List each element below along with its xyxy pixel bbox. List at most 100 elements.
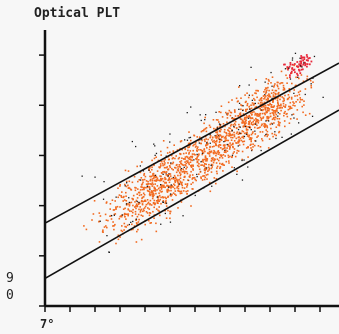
scatter-point	[290, 133, 292, 135]
scatter-point	[288, 65, 291, 68]
scatter-point	[255, 117, 257, 120]
scatter-point	[265, 95, 267, 97]
scatter-point	[203, 168, 206, 171]
scatter-point	[183, 176, 186, 178]
scatter-point	[278, 124, 281, 126]
scatter-point	[249, 116, 252, 119]
scatter-point	[202, 129, 205, 132]
scatter-point	[186, 156, 189, 159]
scatter-point	[123, 229, 125, 231]
scatter-point	[259, 146, 262, 148]
scatter-point	[204, 116, 206, 119]
scatter-point	[283, 98, 285, 100]
scatter-point	[170, 154, 173, 157]
scatter-point	[128, 205, 131, 207]
scatter-point	[227, 156, 230, 159]
scatter-point	[174, 193, 176, 195]
scatter-point	[288, 96, 291, 99]
scatter-point	[137, 188, 139, 190]
scatter-point	[286, 82, 288, 84]
scatter-point	[176, 178, 178, 181]
scatter-point	[295, 101, 297, 103]
scatter-point	[146, 212, 149, 214]
scatter-point	[269, 112, 272, 115]
scatter-point	[214, 152, 217, 154]
scatter-point	[140, 186, 142, 188]
scatter-point	[292, 113, 295, 115]
scatter-point	[176, 185, 179, 188]
scatter-point	[196, 161, 199, 163]
scatter-point	[153, 164, 155, 167]
scatter-point	[120, 229, 123, 232]
scatter-point	[170, 162, 172, 164]
scatter-point	[233, 125, 235, 128]
scatter-point	[141, 179, 144, 181]
scatter-point	[257, 102, 260, 105]
scatter-point	[251, 102, 254, 104]
scatter-point	[241, 122, 243, 124]
scatter-point	[224, 144, 226, 146]
scatter-point	[218, 123, 221, 125]
scatter-point	[271, 109, 273, 111]
scatter-point	[167, 162, 169, 164]
scatter-point	[198, 173, 200, 175]
scatter-point	[247, 166, 249, 168]
scatter-point	[275, 134, 277, 137]
scatter-point	[303, 100, 305, 102]
scatter-point	[268, 89, 270, 92]
scatter-point	[274, 131, 276, 133]
scatter-point	[265, 133, 268, 135]
scatter-point	[234, 110, 236, 112]
scatter-point	[215, 137, 217, 139]
scatter-point	[186, 166, 188, 169]
scatter-point	[187, 179, 189, 181]
scatter-point	[215, 152, 218, 155]
scatter-point	[146, 185, 148, 187]
scatter-point	[177, 170, 180, 172]
scatter-point	[243, 140, 246, 143]
scatter-point	[259, 99, 261, 102]
scatter-point	[276, 99, 279, 101]
scatter-point	[231, 142, 234, 145]
scatter-point	[294, 85, 297, 87]
scatter-point	[125, 195, 127, 197]
scatter-point	[173, 184, 176, 187]
scatter-point	[277, 101, 279, 103]
scatter-point	[264, 126, 266, 129]
scatter-point	[236, 149, 239, 152]
scatter-point	[305, 54, 308, 56]
scatter-point	[224, 150, 226, 153]
scatter-point	[277, 93, 280, 95]
scatter-point	[268, 104, 270, 107]
scatter-point	[278, 107, 281, 109]
scatter-point	[135, 199, 138, 202]
scatter-point	[125, 203, 128, 205]
scatter-point	[170, 189, 172, 192]
scatter-point	[114, 200, 116, 202]
scatter-point	[150, 191, 153, 194]
scatter-point	[251, 99, 253, 101]
scatter-point	[236, 142, 238, 144]
scatter-point	[162, 180, 165, 183]
scatter-point	[174, 190, 177, 192]
scatter-point	[219, 125, 222, 128]
scatter-point	[207, 143, 209, 145]
scatter-point	[237, 136, 240, 139]
scatter-point	[231, 136, 234, 139]
scatter-point	[299, 101, 301, 103]
scatter-point	[204, 172, 206, 174]
scatter-point	[113, 214, 115, 216]
scatter-point	[260, 124, 263, 127]
scatter-point	[149, 203, 151, 205]
scatter-point	[194, 178, 196, 181]
scatter-point	[125, 180, 128, 183]
scatter-point	[115, 206, 117, 208]
cluster-point	[270, 57, 303, 80]
scatter-point	[311, 115, 314, 117]
scatter-point	[160, 150, 162, 153]
scatter-point	[254, 133, 257, 135]
scatter-point	[216, 165, 219, 168]
scatter-point	[255, 105, 258, 108]
scatter-point	[168, 165, 171, 167]
scatter-point	[145, 203, 148, 206]
